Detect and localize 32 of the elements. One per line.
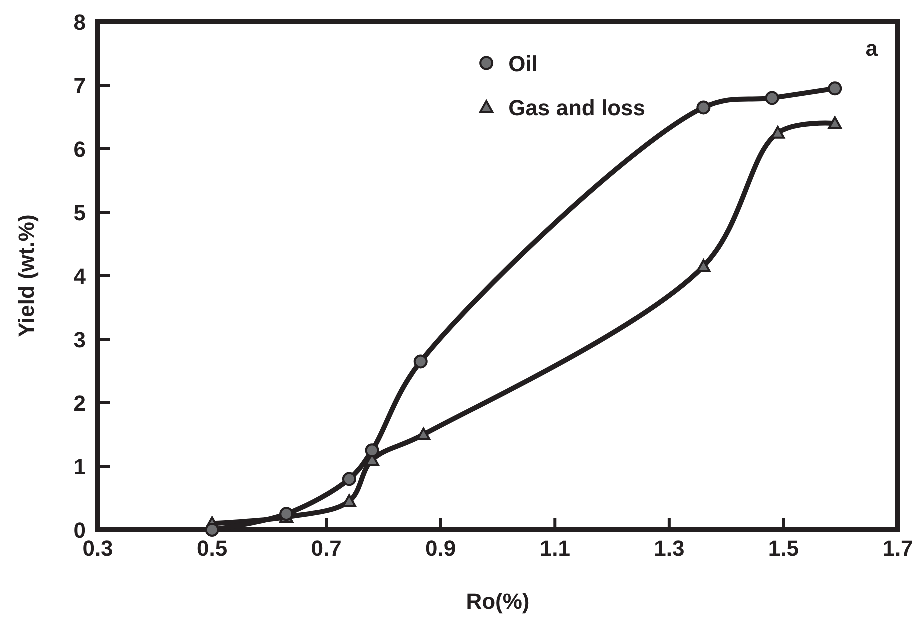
point bbox=[365, 444, 380, 458]
x-tick-label: 0.7 bbox=[311, 536, 342, 561]
y-tick-label: 1 bbox=[74, 454, 86, 480]
y-tick-label: 4 bbox=[74, 264, 87, 289]
x-tick-label: 0.5 bbox=[196, 536, 228, 561]
x-tick-label: 1.7 bbox=[882, 536, 914, 561]
x-tick-label: 0.9 bbox=[426, 536, 456, 561]
point bbox=[416, 428, 431, 441]
x-axis-title: Ro(%) bbox=[466, 589, 530, 614]
point bbox=[342, 472, 356, 486]
point bbox=[342, 494, 356, 508]
point bbox=[696, 259, 711, 272]
point bbox=[696, 100, 711, 115]
point bbox=[765, 91, 780, 106]
y-tick-label: 7 bbox=[74, 74, 86, 98]
y-tick-label: 6 bbox=[74, 137, 86, 162]
x-tick-label: 1.1 bbox=[540, 536, 570, 561]
point bbox=[771, 126, 785, 139]
x-tick-label: 1.5 bbox=[768, 536, 800, 561]
point bbox=[414, 354, 428, 369]
y-tick-label: 5 bbox=[74, 200, 86, 226]
x-tick-label: 1.3 bbox=[654, 536, 685, 561]
y-tick-label: 8 bbox=[74, 10, 86, 35]
legend-label: Gas and loss bbox=[508, 95, 646, 120]
point bbox=[828, 116, 842, 130]
y-tick-label: 2 bbox=[74, 391, 86, 416]
legend-label: Oil bbox=[508, 51, 538, 76]
annotation: a bbox=[866, 36, 879, 61]
y-tick-label: 3 bbox=[74, 328, 86, 352]
point bbox=[205, 523, 220, 537]
y-axis-title: Yield (wt.%) bbox=[14, 214, 39, 338]
point bbox=[828, 82, 842, 96]
